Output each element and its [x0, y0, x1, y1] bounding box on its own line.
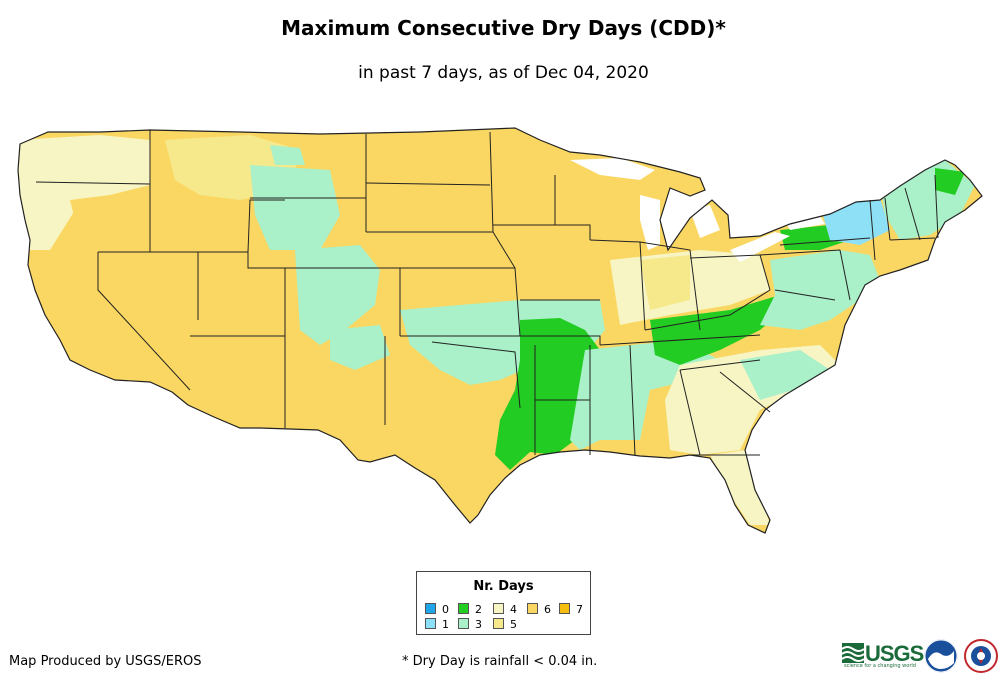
usgs-logo: USGS science for a changing world [842, 641, 924, 669]
legend-swatch-7 [559, 603, 570, 614]
legend-swatch-6 [527, 603, 538, 614]
legend-title: Nr. Days [473, 579, 534, 594]
legend-item-3: 3 [458, 618, 482, 632]
legend-item-4: 4 [493, 603, 517, 617]
credit-text: Map Produced by USGS/EROS [9, 654, 202, 669]
legend-item-1: 1 [425, 618, 449, 632]
legend: Nr. Days 0 1 2 3 4 5 6 7 [416, 571, 591, 635]
map-subtitle: in past 7 days, as of Dec 04, 2020 [358, 63, 649, 83]
legend-swatch-5 [493, 618, 504, 629]
usgs-tagline: science for a changing world [844, 663, 916, 669]
legend-label-1: 1 [442, 618, 449, 631]
legend-label-3: 3 [475, 618, 482, 631]
legend-swatch-1 [425, 618, 436, 629]
legend-label-0: 0 [442, 603, 449, 616]
footnote-text: * Dry Day is rainfall < 0.04 in. [402, 654, 598, 669]
legend-label-2: 2 [475, 603, 482, 616]
legend-swatch-0 [425, 603, 436, 614]
legend-swatch-2 [458, 603, 469, 614]
legend-label-7: 7 [576, 603, 583, 616]
map-title: Maximum Consecutive Dry Days (CDD)* [281, 16, 726, 40]
usgs-wave-icon [842, 643, 864, 663]
legend-label-4: 4 [510, 603, 517, 616]
legend-item-2: 2 [458, 603, 482, 617]
usgs-wordmark: USGS [865, 641, 924, 666]
legend-swatch-3 [458, 618, 469, 629]
legend-item-5: 5 [493, 618, 517, 632]
legend-item-7: 7 [559, 603, 583, 617]
legend-label-6: 6 [544, 603, 551, 616]
legend-swatch-4 [493, 603, 504, 614]
nws-logo [964, 639, 998, 673]
noaa-logo [924, 639, 958, 673]
legend-label-5: 5 [510, 618, 517, 631]
legend-item-6: 6 [527, 603, 551, 617]
legend-item-0: 0 [425, 603, 449, 617]
